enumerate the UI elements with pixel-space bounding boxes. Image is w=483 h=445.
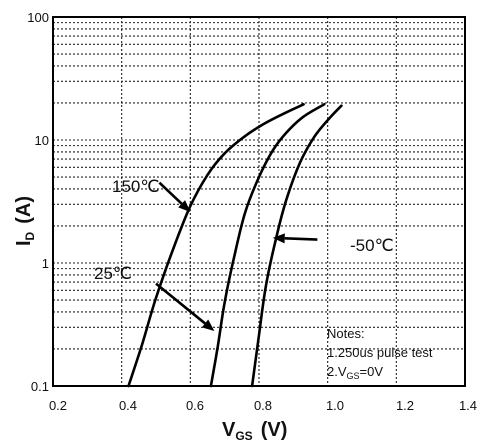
x-tick-label-5: 1.2 [396,398,414,413]
notes-box: Notes: 1.250us pulse test 2.VGS=0V [327,326,433,381]
y-tick-label-2: 10 [35,133,49,148]
annotation-150c: 150℃ [112,177,159,196]
annotation-arrow-head-0 [178,200,191,212]
notes-line-2-main: 2.V [327,364,347,379]
x-axis-label-main: V [222,419,236,441]
y-tick-label-1: 1 [42,256,49,271]
notes-line-2: 2.VGS=0V [327,364,383,381]
x-tick-label-3: 0.8 [254,398,272,413]
x-tick-label-6: 1.4 [459,398,477,413]
annotation-minus50c: -50℃ [350,236,394,255]
plot-frame [52,16,466,387]
x-axis-label: VGS (V) [222,419,287,443]
grid-lines [53,17,465,386]
notes-line-2-rest: =0V [360,364,384,379]
annotation-arrow-shaft-0 [158,181,183,205]
x-tick-label-4: 1.0 [326,398,344,413]
x-tick-labels: 0.2 0.4 0.6 0.8 1.0 1.2 1.4 [49,398,477,413]
series-line-0 [127,103,305,388]
y-tick-label-3: 100 [27,10,49,25]
x-axis-label-sub: GS [235,429,252,443]
series-line-1 [209,103,326,388]
notes-title: Notes: [327,326,365,341]
data-curves [127,103,343,388]
y-axis-label: ID (A) [13,196,37,246]
x-axis-label-unit: (V) [261,419,288,441]
x-tick-label-1: 0.4 [119,398,137,413]
annotation-25c: 25℃ [94,264,132,283]
notes-line-2-sub: GS [347,371,360,381]
series-line-2 [250,104,343,388]
annotation-arrows [155,181,318,331]
y-axis-label-sub: D [23,231,37,240]
annotation-arrow-head-1 [201,319,215,331]
y-axis-label-main: I [13,240,35,246]
annotation-arrow-shaft-2 [284,237,318,241]
y-axis-label-unit: (A) [13,196,35,224]
y-tick-labels: 0.1 1 10 100 [27,10,49,394]
annotation-arrow-shaft-1 [155,282,206,325]
x-tick-label-0: 0.2 [49,398,67,413]
x-tick-label-2: 0.6 [186,398,204,413]
annotation-arrow-head-2 [272,233,285,244]
y-tick-label-0: 0.1 [31,379,49,394]
notes-line-1: 1.250us pulse test [327,345,433,360]
